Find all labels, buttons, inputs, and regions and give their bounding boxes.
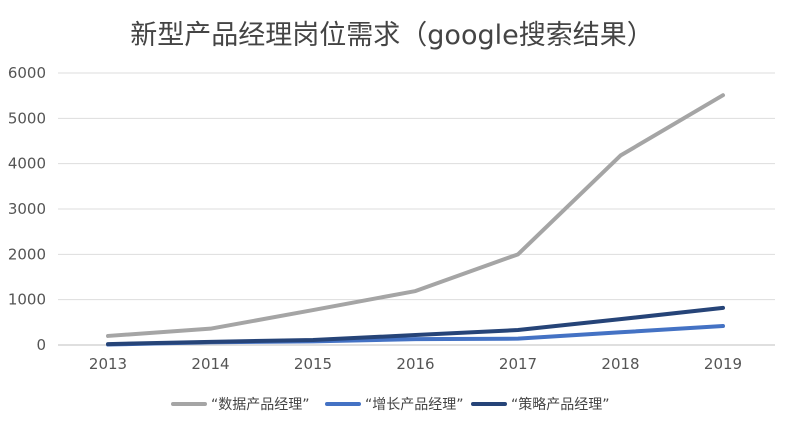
legend: “数据产品经理” “增长产品经理” “策略产品经理” [171,396,610,413]
gridlines [58,72,775,346]
legend-label: “增长产品经理” [365,397,464,413]
y-tick-label: 2000 [8,245,46,263]
x-tick-label: 2015 [294,355,332,373]
x-tick-label: 2014 [191,355,229,373]
y-tick-label: 5000 [8,109,46,127]
y-tick-label: 3000 [8,200,46,218]
x-tick-label: 2019 [704,355,742,373]
x-axis: 2013 2014 2015 2016 2017 2018 2019 [89,355,742,373]
y-tick-label: 4000 [8,155,46,173]
x-tick-label: 2017 [499,355,537,373]
x-tick-label: 2016 [396,355,434,373]
legend-label: “策略产品经理” [511,396,610,413]
y-axis: 0 1000 2000 3000 4000 5000 6000 [8,64,46,354]
y-tick-label: 6000 [8,64,46,82]
series-lines [106,93,725,347]
legend-label: “数据产品经理” [211,397,310,413]
y-tick-label: 0 [36,336,46,354]
chart-title: 新型产品经理岗位需求（google搜索结果） [130,20,653,51]
x-tick-label: 2018 [601,355,639,373]
x-tick-label: 2013 [89,355,127,373]
y-tick-label: 1000 [8,291,46,309]
